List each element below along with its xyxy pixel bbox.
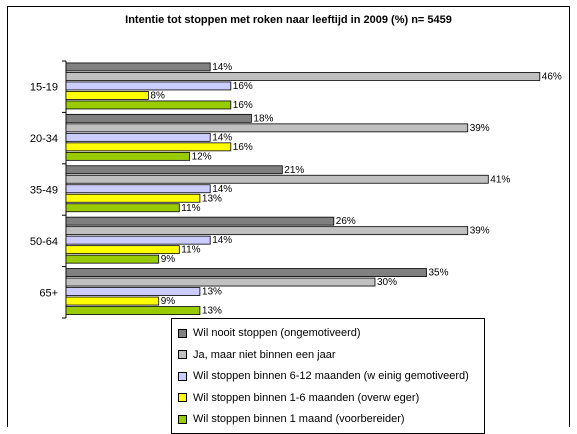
data-label: 30% (377, 277, 397, 288)
legend-swatch (178, 414, 187, 424)
legend-swatch (178, 328, 187, 338)
bar (65, 287, 201, 296)
bar (65, 91, 149, 100)
data-label: 18% (253, 113, 273, 124)
legend-swatch (178, 350, 187, 359)
legend-label: Wil nooit stoppen (ongemotiveerd) (193, 327, 361, 339)
bar (65, 151, 190, 161)
bar (65, 268, 427, 277)
legend-item: Wil stoppen binnen 6-12 maanden (w einig… (178, 369, 469, 383)
data-label: 39% (470, 123, 490, 134)
data-label: 13% (202, 193, 222, 204)
legend-label: Wil stoppen binnen 1 maand (voorbereider… (193, 413, 405, 425)
data-label: 21% (284, 165, 304, 176)
bar (65, 184, 211, 194)
legend-item: Wil nooit stoppen (ongemotiveerd) (178, 326, 361, 340)
category-label: 65+ (39, 287, 58, 299)
category-label: 20-34 (30, 133, 58, 145)
data-label: 16% (233, 100, 253, 111)
bar (65, 123, 469, 133)
legend-swatch (178, 371, 187, 381)
bar (65, 216, 335, 226)
data-label: 14% (212, 184, 232, 195)
bar (65, 296, 160, 306)
bar (65, 226, 469, 236)
data-label: 14% (212, 235, 232, 246)
data-label: 13% (202, 306, 222, 317)
data-label: 16% (233, 142, 253, 153)
bar (65, 254, 160, 264)
bar (65, 113, 252, 123)
category-label: 35-49 (30, 185, 58, 197)
data-label: 11% (181, 203, 200, 214)
legend: Wil nooit stoppen (ongemotiveerd) Ja, maa… (171, 318, 485, 434)
category-label: 15-19 (30, 82, 58, 94)
category-label: 50-64 (30, 236, 58, 248)
data-label: 13% (202, 287, 222, 298)
chart-title: Intentie tot stoppen met roken naar leef… (125, 14, 452, 26)
legend-label: Ja, maar niet binnen een jaar (193, 348, 336, 361)
legend-item: Wil stoppen binnen 1-6 maanden (overw eg… (178, 391, 419, 405)
data-label: 46% (542, 71, 562, 82)
legend-swatch (178, 393, 187, 402)
legend-item: Wil stoppen binnen 1 maand (voorbereider… (178, 412, 405, 426)
data-label: 14% (212, 132, 232, 143)
bar (65, 132, 211, 142)
bar (65, 277, 376, 287)
bar (65, 72, 541, 81)
data-label: 39% (470, 226, 490, 237)
data-label: 9% (161, 296, 176, 307)
bar (65, 81, 232, 91)
data-label: 11% (181, 245, 200, 256)
legend-label: Wil stoppen binnen 6-12 maanden (w einig… (193, 370, 469, 382)
data-label: 8% (150, 90, 165, 101)
legend-item: Ja, maar niet binnen een jaar (178, 348, 335, 362)
data-label: 41% (490, 174, 510, 185)
data-label: 16% (233, 81, 253, 92)
bar (65, 203, 180, 213)
data-label: 9% (161, 254, 176, 265)
data-label: 26% (336, 216, 356, 227)
bar (65, 306, 201, 315)
data-label: 12% (192, 151, 212, 162)
bar (65, 245, 180, 255)
bar (65, 174, 489, 184)
data-label: 35% (429, 268, 449, 279)
bar (65, 235, 211, 245)
data-label: 14% (212, 62, 232, 73)
bar (65, 193, 201, 203)
bar (65, 142, 232, 152)
bar (65, 62, 211, 72)
legend-label: Wil stoppen binnen 1-6 maanden (overw eg… (193, 391, 420, 404)
bar (65, 165, 283, 175)
bar (65, 100, 232, 110)
